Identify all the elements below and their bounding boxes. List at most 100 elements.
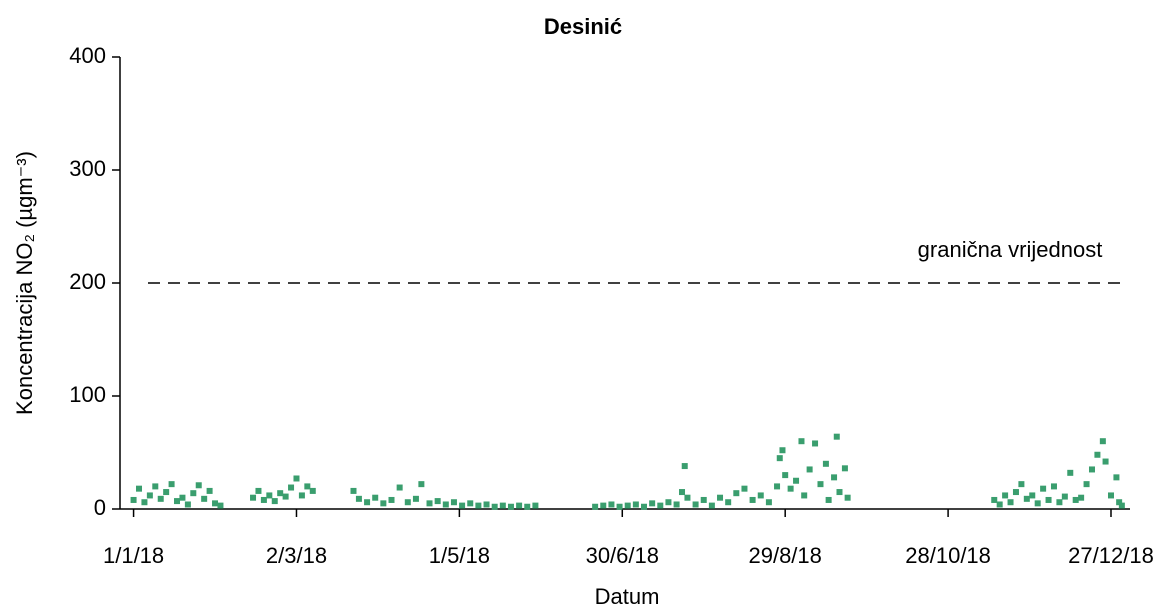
x-tick-label: 1/5/18 — [429, 543, 490, 568]
point — [434, 498, 441, 505]
point — [271, 498, 278, 505]
point — [388, 496, 395, 503]
point — [282, 493, 289, 500]
point — [1056, 499, 1063, 506]
point — [212, 500, 219, 507]
point — [776, 455, 783, 462]
point — [524, 503, 531, 510]
x-tick-label: 29/8/18 — [748, 543, 821, 568]
point — [592, 503, 599, 510]
point — [1018, 481, 1025, 488]
point — [1116, 499, 1123, 506]
x-axis-label: Datum — [595, 584, 660, 609]
point — [822, 460, 829, 467]
point — [1078, 494, 1085, 501]
point — [499, 502, 506, 509]
point — [190, 490, 197, 497]
point — [765, 499, 772, 506]
point — [991, 496, 998, 503]
point — [841, 465, 848, 472]
point — [350, 487, 357, 494]
point — [1099, 438, 1106, 445]
x-tick-label: 1/1/18 — [103, 543, 164, 568]
point — [1002, 492, 1009, 499]
point — [168, 481, 175, 488]
y-axis-label: Koncentracija NO₂ (µgm⁻³) — [12, 151, 37, 415]
point — [157, 495, 164, 502]
x-tick-label: 30/6/18 — [586, 543, 659, 568]
point — [1029, 492, 1036, 499]
point — [396, 484, 403, 491]
point — [641, 503, 648, 510]
point — [681, 463, 688, 470]
point — [616, 503, 623, 510]
point — [163, 489, 170, 496]
point — [717, 494, 724, 501]
point — [136, 485, 143, 492]
point — [817, 481, 824, 488]
point — [733, 490, 740, 497]
chart-title: Desinić — [544, 14, 622, 39]
point — [665, 499, 672, 506]
point — [507, 503, 514, 510]
point — [779, 447, 786, 454]
y-tick-label: 100 — [69, 382, 106, 407]
point — [831, 474, 838, 481]
point — [1113, 474, 1120, 481]
point — [483, 501, 490, 508]
point — [844, 494, 851, 501]
y-tick-label: 400 — [69, 43, 106, 68]
point — [298, 492, 305, 499]
point — [217, 502, 224, 509]
point — [174, 498, 181, 505]
point — [467, 500, 474, 507]
point — [372, 494, 379, 501]
point — [774, 483, 781, 490]
point — [255, 487, 262, 494]
point — [812, 440, 819, 447]
point — [996, 501, 1003, 508]
point — [600, 502, 607, 509]
point — [692, 501, 699, 508]
point — [250, 494, 257, 501]
point — [130, 496, 137, 503]
point — [700, 496, 707, 503]
point — [798, 438, 805, 445]
point — [657, 502, 664, 509]
point — [1050, 483, 1057, 490]
point — [833, 433, 840, 440]
point — [459, 502, 466, 509]
point — [708, 502, 715, 509]
point — [1023, 495, 1030, 502]
point — [649, 500, 656, 507]
point — [141, 499, 148, 506]
point — [288, 484, 295, 491]
y-tick-label: 300 — [69, 156, 106, 181]
point — [806, 466, 813, 473]
point — [793, 477, 800, 484]
point — [836, 489, 843, 496]
point — [608, 501, 615, 508]
point — [749, 496, 756, 503]
point — [355, 495, 362, 502]
point — [1061, 493, 1068, 500]
point — [725, 499, 732, 506]
point — [1067, 469, 1074, 476]
point — [260, 496, 267, 503]
point — [304, 483, 311, 490]
point — [757, 492, 764, 499]
point — [404, 499, 411, 506]
point — [293, 475, 300, 482]
point — [1045, 496, 1052, 503]
point — [309, 487, 316, 494]
point — [516, 502, 523, 509]
point — [412, 495, 419, 502]
point — [532, 502, 539, 509]
x-tick-label: 27/12/18 — [1068, 543, 1154, 568]
point — [201, 495, 208, 502]
point — [1107, 492, 1114, 499]
point — [491, 503, 498, 510]
point — [1034, 500, 1041, 507]
point — [624, 502, 631, 509]
point — [1083, 481, 1090, 488]
